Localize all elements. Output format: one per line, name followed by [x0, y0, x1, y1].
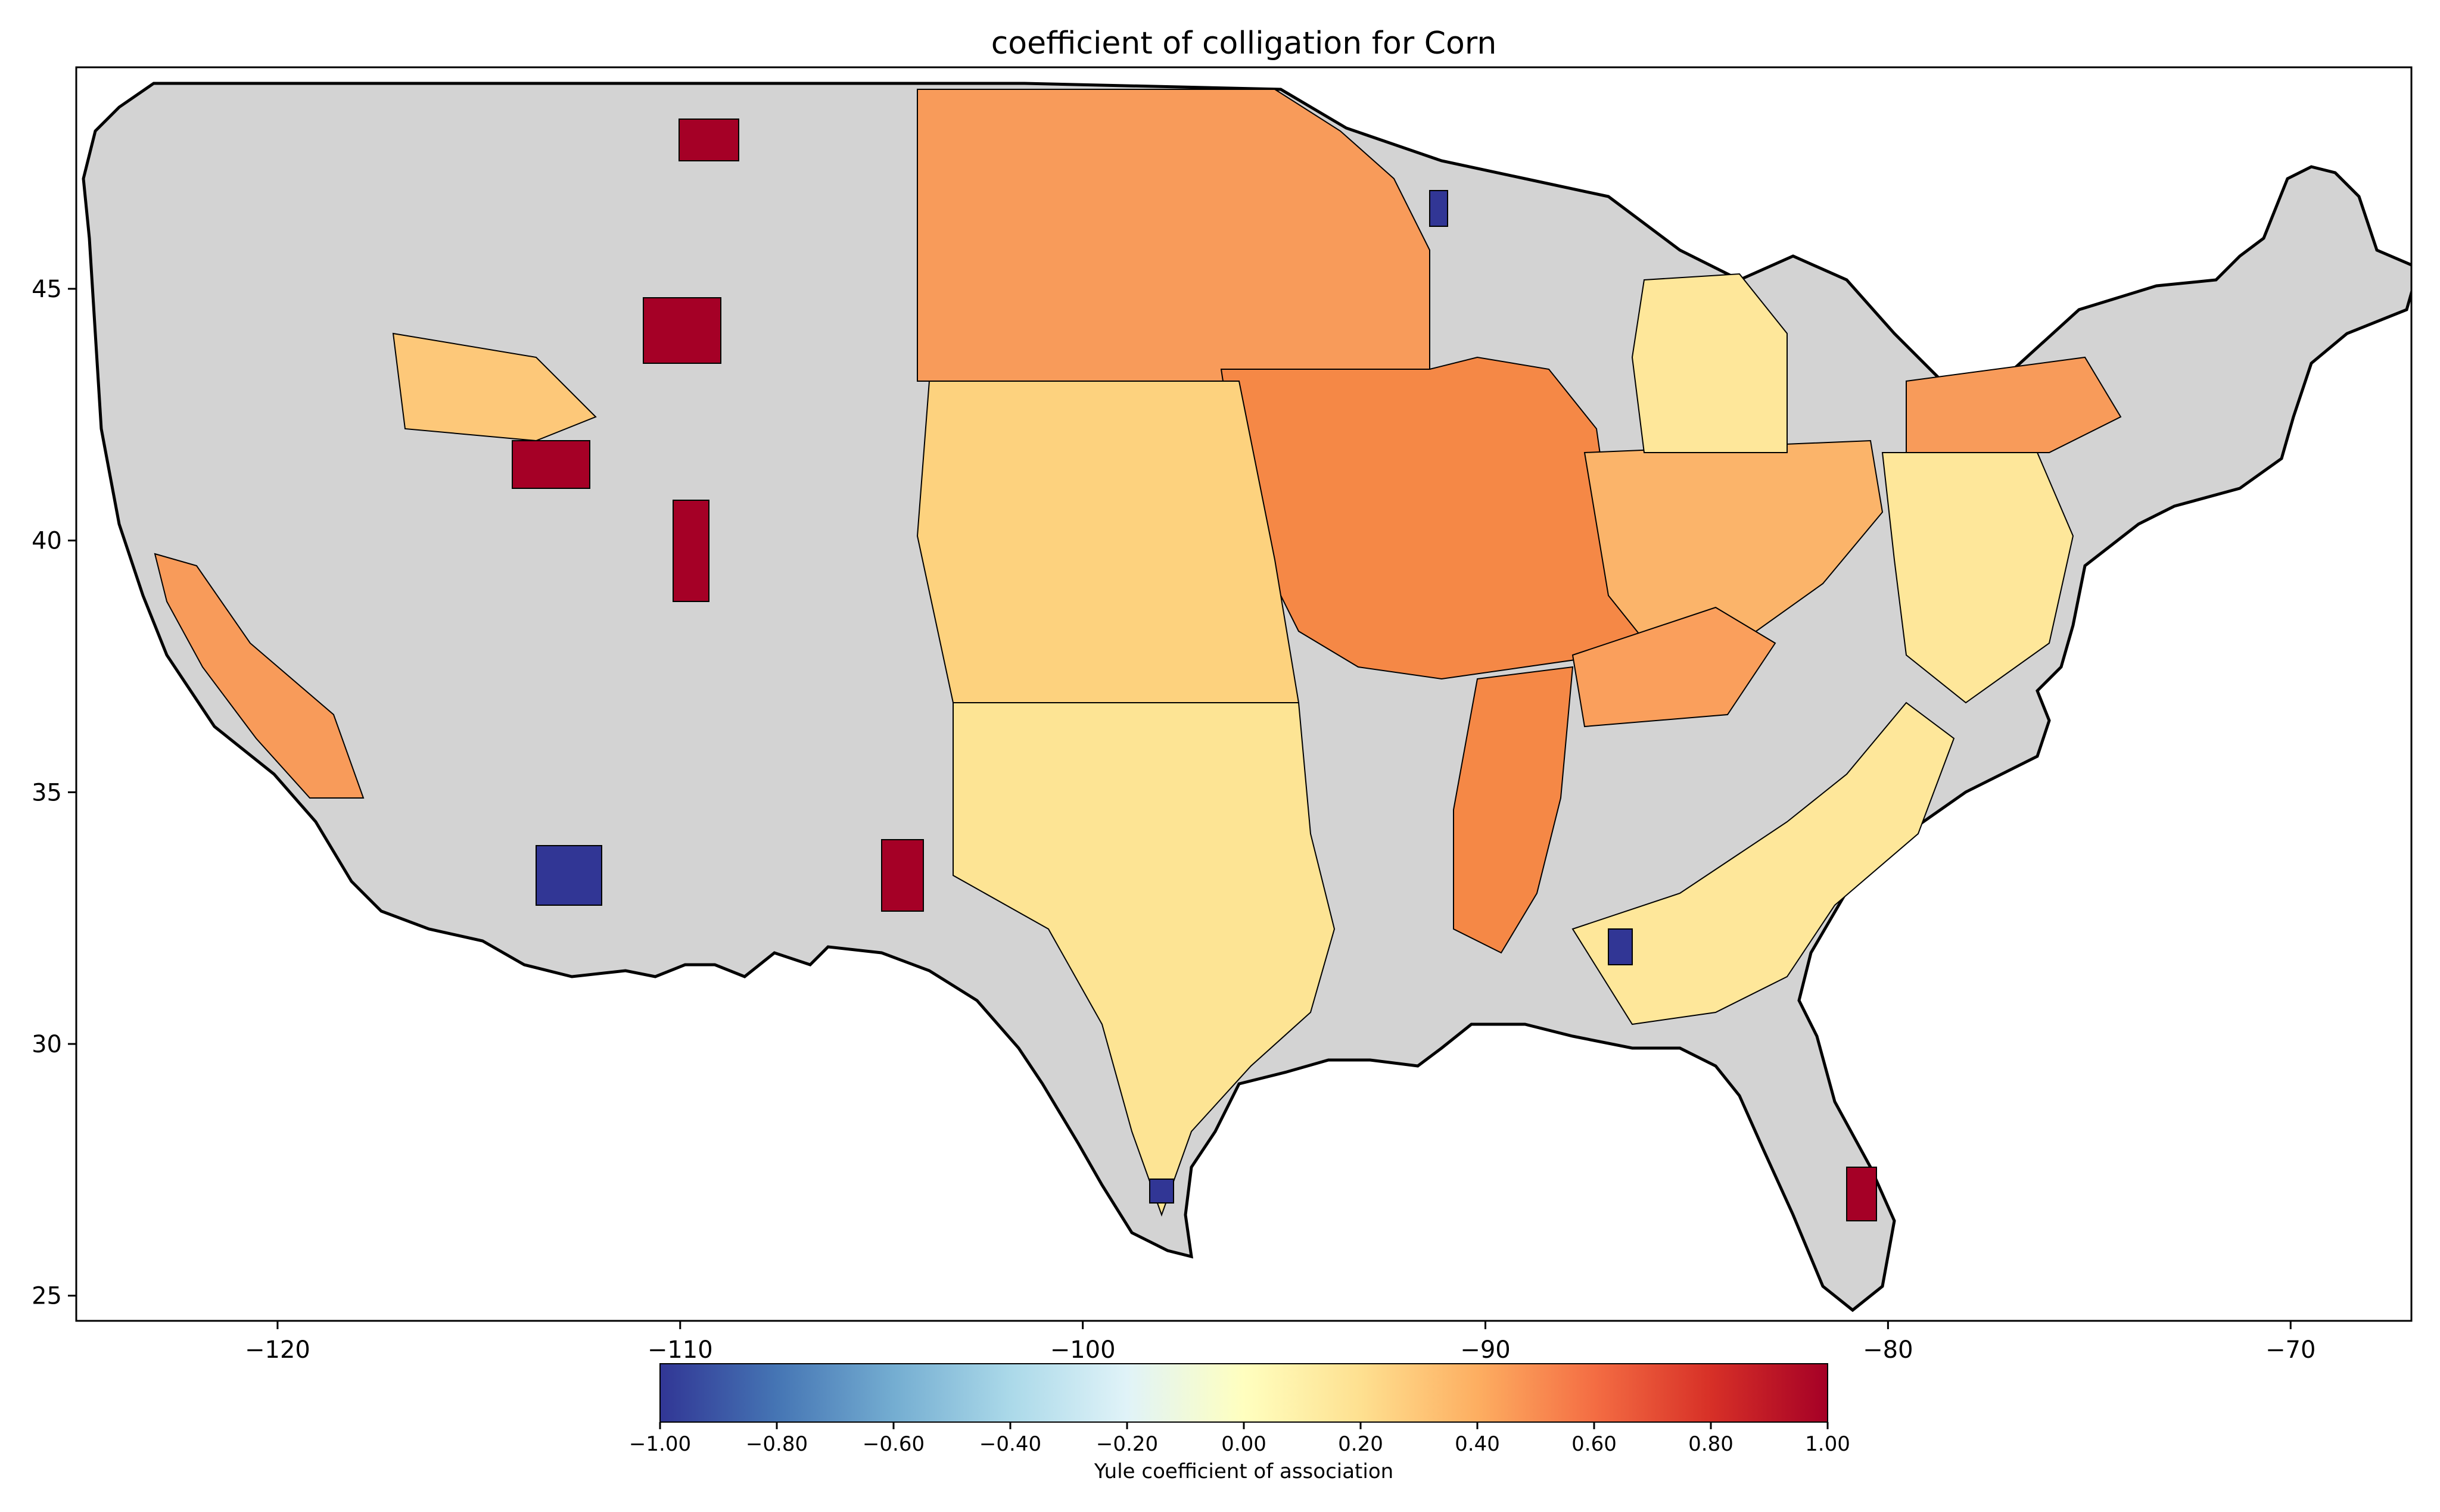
region-michigan	[1631, 273, 1788, 453]
x-tick-label: −100	[1050, 1336, 1116, 1364]
colorbar-tick-label: −0.40	[979, 1432, 1041, 1456]
x-tick-label: −70	[2265, 1336, 2315, 1364]
colorbar-tick-label: 0.20	[1338, 1432, 1383, 1456]
map-layer	[82, 82, 2411, 1313]
region-snake-river	[392, 332, 597, 442]
county-low-3	[1608, 928, 1633, 965]
colorbar-ticks: −1.00 −0.80 −0.60 −0.40 −0.20 0.00 0.20 0.40 0.6…	[629, 1422, 1850, 1456]
colorbar-tick-label: 0.60	[1571, 1432, 1617, 1456]
county-high-5	[881, 839, 924, 912]
x-axis: −120 −110 −100 −90 −80 −70	[245, 1321, 2315, 1364]
colorbar-tick-label: −1.00	[629, 1432, 691, 1456]
colorbar-tick-label: 0.00	[1221, 1432, 1266, 1456]
y-tick-label: 25	[32, 1283, 62, 1310]
county-high-4	[673, 500, 709, 602]
region-california-valley	[154, 553, 365, 799]
x-tick-label: −110	[648, 1336, 713, 1364]
x-tick-label: −80	[1863, 1336, 1913, 1364]
county-high-3	[512, 440, 590, 489]
y-tick-label: 40	[32, 528, 62, 555]
y-axis: 25 30 35 40 45	[32, 276, 76, 1310]
x-tick-label: −120	[245, 1336, 310, 1364]
region-mid-atlantic	[1881, 452, 2074, 704]
region-central-plains	[916, 381, 1300, 703]
colorbar-tick-label: −0.20	[1096, 1432, 1158, 1456]
region-ohio-valley	[1583, 439, 1884, 656]
region-delta	[1453, 666, 1574, 954]
colorbar-tick-label: 0.80	[1688, 1432, 1733, 1456]
region-oklahoma-texas	[953, 702, 1336, 1217]
region-new-york	[1906, 356, 2122, 453]
colorbar-tick-label: −0.80	[746, 1432, 808, 1456]
colorbar-tick-label: 0.40	[1455, 1432, 1500, 1456]
y-tick-label: 45	[32, 276, 62, 303]
y-tick-label: 30	[32, 1031, 62, 1058]
county-low-1	[536, 845, 602, 906]
county-low-2	[1429, 190, 1448, 227]
county-high-6	[1846, 1167, 1877, 1221]
map-plot-frame	[75, 66, 2413, 1322]
colorbar: −1.00 −0.80 −0.60 −0.40 −0.20 0.00 0.20 0.40 0.6…	[629, 1363, 1850, 1483]
x-tick-label: −90	[1460, 1336, 1510, 1364]
county-high-1	[679, 119, 739, 161]
colorbar-tick-label: 1.00	[1805, 1432, 1850, 1456]
colorbar-tick-label: −0.60	[863, 1432, 925, 1456]
colorbar-label: Yule coefficient of association	[1094, 1460, 1393, 1483]
region-kentucky-tennessee	[1571, 606, 1776, 728]
map-title: coefficient of colligation for Corn	[991, 26, 1497, 61]
region-southeast	[1571, 702, 1955, 1025]
y-tick-label: 35	[32, 779, 62, 806]
colorbar-bar	[659, 1363, 1828, 1423]
county-low-4	[1149, 1179, 1174, 1204]
county-high-2	[643, 297, 721, 364]
